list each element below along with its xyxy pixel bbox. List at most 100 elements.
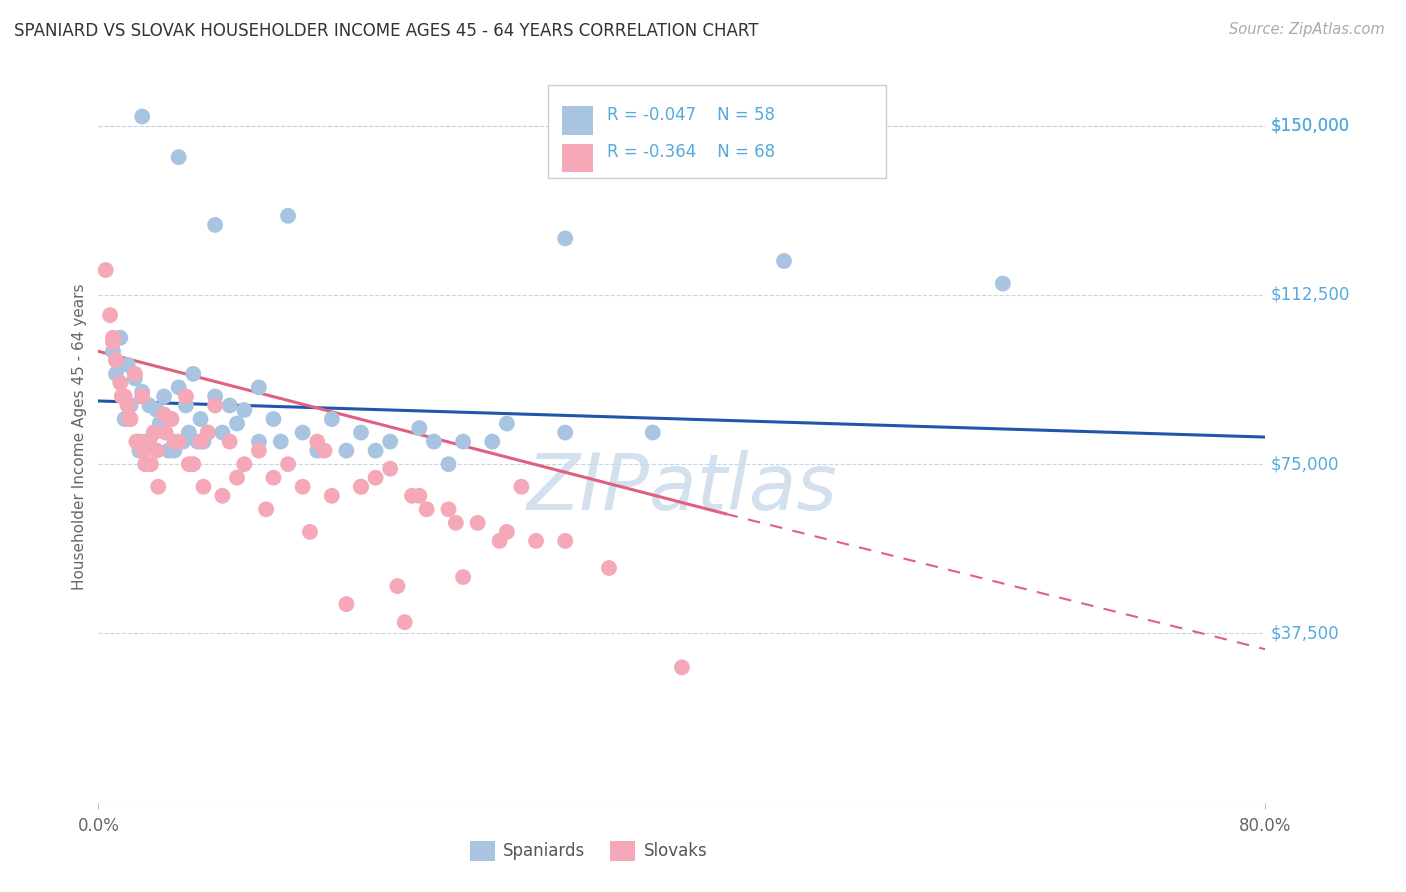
Point (394, 615, 416, 630)
Point (193, 434, 215, 449)
Point (120, 399, 142, 413)
Text: $37,500: $37,500 (1271, 624, 1340, 642)
Point (167, 380, 190, 394)
Point (94, 263, 117, 277)
Point (110, 331, 132, 345)
Text: R = -0.364    N = 68: R = -0.364 N = 68 (607, 144, 776, 161)
Point (132, 443, 155, 458)
Point (163, 443, 186, 458)
Point (641, 425, 664, 440)
Point (204, 399, 226, 413)
Point (101, 331, 124, 345)
Point (451, 434, 474, 449)
Point (187, 434, 209, 449)
Point (101, 335, 124, 350)
Point (177, 457, 200, 471)
Point (401, 489, 423, 503)
Point (298, 524, 321, 539)
Point (124, 367, 146, 381)
Point (444, 516, 467, 530)
Point (157, 443, 180, 458)
Point (226, 471, 249, 485)
Point (146, 403, 169, 417)
Point (131, 110, 153, 124)
Point (149, 417, 172, 431)
Point (554, 533, 576, 548)
Point (218, 399, 240, 413)
Point (218, 434, 240, 449)
Point (117, 358, 139, 372)
Point (510, 480, 533, 494)
Point (104, 367, 127, 381)
Point (554, 231, 576, 245)
Point (139, 457, 162, 471)
Point (142, 425, 165, 440)
Point (197, 425, 219, 440)
Point (254, 502, 277, 516)
Point (350, 480, 373, 494)
Text: $150,000: $150,000 (1271, 117, 1350, 135)
Point (111, 389, 134, 403)
Point (120, 412, 142, 426)
Point (307, 434, 329, 449)
Point (378, 461, 402, 475)
Point (104, 353, 127, 368)
Point (128, 443, 150, 458)
Point (495, 524, 517, 539)
Point (262, 471, 284, 485)
Point (481, 434, 503, 449)
Point (350, 425, 373, 440)
Point (671, 660, 693, 674)
Point (247, 434, 270, 449)
Point (321, 412, 343, 426)
Point (181, 457, 204, 471)
Point (291, 480, 314, 494)
Point (277, 209, 299, 223)
Point (378, 434, 402, 449)
Point (415, 502, 437, 516)
Point (277, 457, 299, 471)
Point (160, 412, 183, 426)
Point (167, 150, 190, 164)
Point (204, 389, 226, 403)
Point (598, 561, 620, 575)
Point (153, 389, 176, 403)
Point (160, 412, 183, 426)
Point (314, 443, 336, 458)
Point (134, 434, 156, 449)
Point (172, 434, 194, 449)
Point (364, 443, 387, 458)
Point (335, 443, 357, 458)
Point (131, 384, 153, 399)
Point (495, 417, 517, 431)
Point (131, 389, 153, 403)
Point (174, 399, 197, 413)
Point (321, 489, 343, 503)
Point (247, 380, 270, 394)
Point (163, 434, 186, 449)
Point (190, 412, 212, 426)
Point (262, 412, 284, 426)
Point (114, 389, 136, 403)
Legend: Spaniards, Slovaks: Spaniards, Slovaks (463, 834, 714, 868)
Point (142, 425, 165, 440)
Point (211, 425, 233, 440)
Point (233, 457, 256, 471)
Point (153, 408, 176, 422)
Point (423, 434, 446, 449)
Point (467, 516, 489, 530)
Point (554, 425, 576, 440)
Point (193, 480, 215, 494)
Text: Source: ZipAtlas.com: Source: ZipAtlas.com (1229, 22, 1385, 37)
Text: R = -0.047    N = 58: R = -0.047 N = 58 (607, 106, 775, 124)
Point (110, 376, 132, 390)
Point (437, 502, 460, 516)
Point (364, 471, 387, 485)
Point (148, 480, 170, 494)
Point (488, 533, 510, 548)
Point (408, 489, 430, 503)
Point (437, 457, 460, 471)
Point (307, 443, 329, 458)
Text: $112,500: $112,500 (1271, 285, 1350, 304)
Point (991, 277, 1014, 291)
